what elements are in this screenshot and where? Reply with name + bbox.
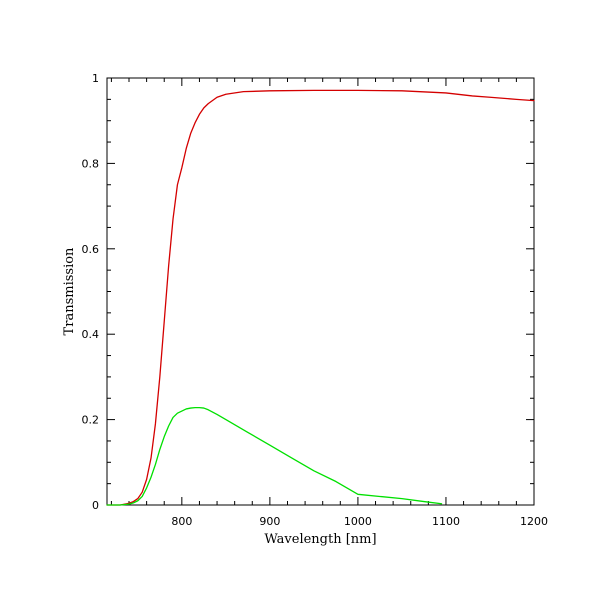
- series-1-line: [106, 406, 443, 506]
- x-tick-label: 800: [171, 515, 192, 528]
- series-0: [106, 89, 535, 506]
- x-axis-label: Wavelength [nm]: [264, 532, 376, 547]
- x-tick-label: 900: [259, 515, 280, 528]
- plot-frame: [106, 77, 535, 506]
- series-1: [106, 406, 443, 506]
- y-tick-label: 0.6: [82, 243, 100, 256]
- y-tick-label: 0: [92, 499, 99, 512]
- x-tick-label: 1100: [432, 515, 460, 528]
- y-tick-label: 0.8: [82, 157, 100, 170]
- y-axis-label: Transmission: [62, 247, 77, 335]
- y-tick-label: 0.4: [82, 328, 100, 341]
- y-tick-label: 0.2: [82, 414, 100, 427]
- x-tick-label: 1200: [520, 515, 548, 528]
- x-tick-label: 1000: [344, 515, 372, 528]
- series-0-line: [106, 89, 535, 506]
- y-tick-label: 1: [92, 72, 99, 85]
